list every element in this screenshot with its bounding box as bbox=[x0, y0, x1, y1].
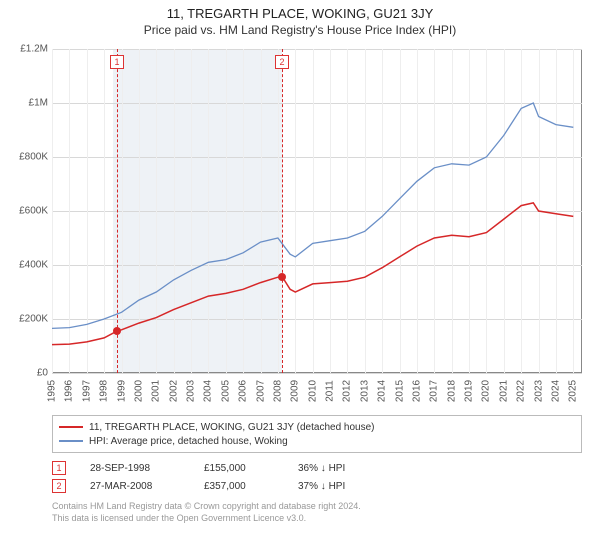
legend-item: 11, TREGARTH PLACE, WOKING, GU21 3JY (de… bbox=[59, 420, 575, 434]
event-price: £155,000 bbox=[204, 463, 274, 474]
chart-subtitle: Price paid vs. HM Land Registry's House … bbox=[10, 23, 590, 37]
x-tick-label: 2006 bbox=[238, 380, 249, 402]
x-tick-label: 2000 bbox=[133, 380, 144, 402]
event-marker-box: 2 bbox=[52, 479, 66, 493]
x-tick-label: 2022 bbox=[516, 380, 527, 402]
x-tick-label: 2020 bbox=[481, 380, 492, 402]
y-tick-label: £400K bbox=[19, 260, 48, 271]
x-tick-label: 2001 bbox=[151, 380, 162, 402]
x-tick-label: 2011 bbox=[325, 380, 336, 402]
marker-box-1: 1 bbox=[110, 55, 124, 69]
y-tick-label: £1M bbox=[29, 98, 48, 109]
legend-label: 11, TREGARTH PLACE, WOKING, GU21 3JY (de… bbox=[89, 422, 375, 433]
x-tick-label: 2018 bbox=[446, 380, 457, 402]
legend-swatch bbox=[59, 426, 83, 428]
y-tick-label: £600K bbox=[19, 206, 48, 217]
x-tick-label: 2005 bbox=[220, 380, 231, 402]
x-tick-label: 2024 bbox=[550, 380, 561, 402]
legend-label: HPI: Average price, detached house, Woki… bbox=[89, 436, 288, 447]
event-price: £357,000 bbox=[204, 481, 274, 492]
event-delta: 36% ↓ HPI bbox=[298, 463, 368, 474]
y-tick-label: £0 bbox=[37, 368, 48, 379]
event-delta: 37% ↓ HPI bbox=[298, 481, 368, 492]
series-svg bbox=[52, 49, 582, 373]
legend-swatch bbox=[59, 440, 83, 442]
x-tick-label: 2008 bbox=[272, 380, 283, 402]
x-tick-label: 2014 bbox=[377, 380, 388, 402]
plot-region: 12 bbox=[52, 49, 582, 373]
footer-line-1: Contains HM Land Registry data © Crown c… bbox=[52, 501, 582, 513]
x-tick-label: 1997 bbox=[81, 380, 92, 402]
chart-area: £0£200K£400K£600K£800K£1M£1.2M 12 199519… bbox=[10, 43, 590, 413]
marker-line-1 bbox=[117, 49, 118, 373]
event-marker-box: 1 bbox=[52, 461, 66, 475]
legend: 11, TREGARTH PLACE, WOKING, GU21 3JY (de… bbox=[52, 415, 582, 453]
series-hpi bbox=[52, 103, 573, 328]
x-tick-label: 1995 bbox=[47, 380, 58, 402]
event-row: 1 28-SEP-1998 £155,000 36% ↓ HPI bbox=[52, 459, 582, 477]
marker-dot-1 bbox=[113, 327, 121, 335]
x-tick-label: 2021 bbox=[498, 380, 509, 402]
x-tick-label: 2007 bbox=[255, 380, 266, 402]
event-row: 2 27-MAR-2008 £357,000 37% ↓ HPI bbox=[52, 477, 582, 495]
x-tick-label: 2004 bbox=[203, 380, 214, 402]
marker-line-2 bbox=[282, 49, 283, 373]
x-tick-label: 2012 bbox=[342, 380, 353, 402]
series-property bbox=[52, 203, 573, 345]
legend-item: HPI: Average price, detached house, Woki… bbox=[59, 434, 575, 448]
footer-attribution: Contains HM Land Registry data © Crown c… bbox=[52, 501, 582, 524]
x-tick-label: 2010 bbox=[307, 380, 318, 402]
x-tick-label: 1996 bbox=[64, 380, 75, 402]
y-tick-label: £200K bbox=[19, 314, 48, 325]
x-tick-label: 2016 bbox=[411, 380, 422, 402]
chart-title: 11, TREGARTH PLACE, WOKING, GU21 3JY bbox=[10, 6, 590, 21]
x-tick-label: 1998 bbox=[99, 380, 110, 402]
x-tick-label: 1999 bbox=[116, 380, 127, 402]
x-tick-label: 2003 bbox=[186, 380, 197, 402]
marker-dot-2 bbox=[278, 273, 286, 281]
footer-line-2: This data is licensed under the Open Gov… bbox=[52, 513, 582, 525]
x-axis: 1995199619971998199920002001200220032004… bbox=[52, 373, 582, 413]
y-axis: £0£200K£400K£600K£800K£1M£1.2M bbox=[10, 49, 52, 373]
event-date: 27-MAR-2008 bbox=[90, 481, 180, 492]
x-tick-label: 2019 bbox=[464, 380, 475, 402]
x-tick-label: 2002 bbox=[168, 380, 179, 402]
x-tick-label: 2017 bbox=[429, 380, 440, 402]
y-tick-label: £1.2M bbox=[20, 44, 48, 55]
x-tick-label: 2015 bbox=[394, 380, 405, 402]
event-table: 1 28-SEP-1998 £155,000 36% ↓ HPI 2 27-MAR-200… bbox=[52, 459, 582, 495]
x-tick-label: 2013 bbox=[359, 380, 370, 402]
x-tick-label: 2023 bbox=[533, 380, 544, 402]
x-tick-label: 2009 bbox=[290, 380, 301, 402]
x-tick-label: 2025 bbox=[568, 380, 579, 402]
y-tick-label: £800K bbox=[19, 152, 48, 163]
event-date: 28-SEP-1998 bbox=[90, 463, 180, 474]
marker-box-2: 2 bbox=[275, 55, 289, 69]
